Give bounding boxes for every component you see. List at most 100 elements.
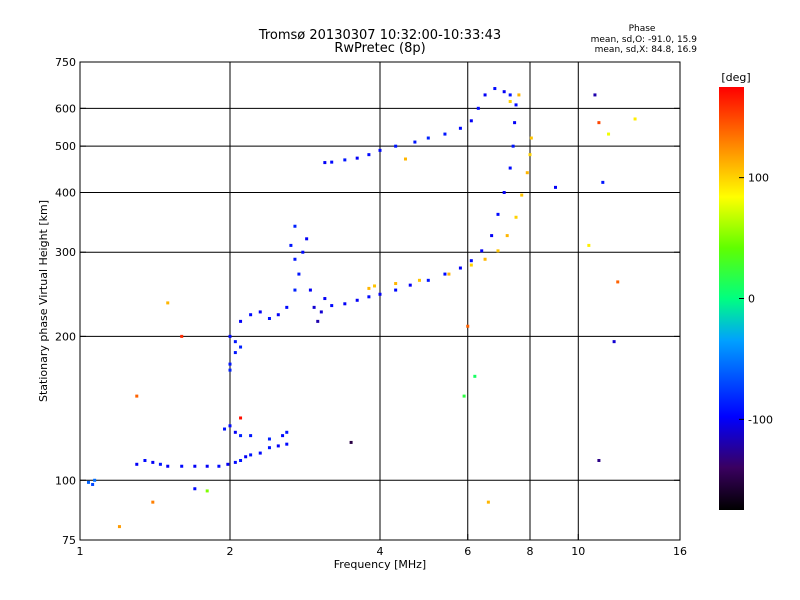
data-point (158, 462, 162, 466)
data-point (233, 340, 237, 344)
data-point (612, 340, 616, 344)
data-point (443, 272, 447, 276)
data-point (228, 334, 232, 338)
data-point (355, 156, 359, 160)
colorbar-ticks: 100 0 -100 (739, 172, 773, 426)
data-point (166, 301, 170, 305)
data-point (616, 280, 620, 284)
data-point (135, 394, 139, 398)
data-point (86, 480, 90, 484)
x-tick-label: 2 (227, 545, 234, 558)
data-point (305, 237, 309, 241)
data-point (239, 319, 243, 323)
y-axis-ticks: 75 100 200 300 400 500 600 750 (55, 56, 680, 547)
data-point (233, 351, 237, 355)
data-point (281, 434, 285, 438)
data-point (493, 87, 497, 91)
x-tick-label: 6 (464, 545, 471, 558)
data-point (458, 126, 462, 130)
data-point (343, 302, 347, 306)
y-axis-label: Stationary phase Virtual Height [km] (37, 200, 50, 402)
data-point (469, 119, 473, 123)
data-point (502, 90, 506, 94)
data-point (267, 316, 271, 320)
data-point (505, 234, 509, 238)
data-point (293, 257, 297, 261)
data-point (228, 424, 232, 428)
x-tick-label: 16 (673, 545, 687, 558)
data-point (607, 132, 611, 136)
data-point (193, 464, 197, 468)
data-point (367, 286, 371, 290)
data-point (93, 478, 97, 482)
data-point (462, 394, 466, 398)
data-point (587, 243, 591, 247)
data-point (193, 487, 197, 491)
data-point (285, 442, 289, 446)
data-point (508, 93, 512, 97)
phase-stats-heading: Phase (629, 24, 656, 34)
data-point (205, 464, 209, 468)
data-point (228, 368, 232, 372)
data-point (483, 93, 487, 97)
x-tick-label: 1 (77, 545, 84, 558)
data-point (239, 416, 243, 420)
data-point (426, 278, 430, 282)
colorbar-tick-label: -100 (748, 413, 773, 426)
data-point (378, 292, 382, 296)
data-points (86, 87, 637, 529)
grid-lines (80, 62, 680, 540)
data-point (486, 500, 490, 504)
data-point (319, 310, 323, 314)
chart-title: Tromsø 20130307 10:32:00-10:33:43 (258, 28, 501, 43)
data-point (528, 153, 532, 157)
data-point (258, 451, 262, 455)
data-point (249, 434, 253, 438)
data-point (276, 313, 280, 317)
data-point (413, 140, 417, 144)
data-point (597, 458, 601, 462)
data-point (513, 121, 517, 125)
data-point (417, 278, 421, 282)
y-tick-label: 400 (55, 186, 76, 199)
data-point (289, 243, 293, 247)
data-point (285, 430, 289, 434)
colorbar-tick-label: 100 (748, 172, 769, 185)
data-point (226, 462, 230, 466)
x-tick-label: 10 (571, 545, 585, 558)
data-point (223, 427, 227, 431)
data-point (293, 224, 297, 228)
data-point (529, 136, 533, 140)
data-point (117, 525, 121, 529)
y-tick-label: 200 (55, 330, 76, 343)
data-point (502, 190, 506, 194)
data-point (349, 440, 353, 444)
data-point (394, 288, 398, 292)
data-point (285, 305, 289, 309)
data-point (367, 295, 371, 299)
data-point (239, 345, 243, 349)
y-tick-label: 750 (55, 56, 76, 69)
data-point (593, 93, 597, 97)
data-point (469, 259, 473, 263)
data-point (355, 298, 359, 302)
data-point (267, 446, 271, 450)
data-point (633, 117, 637, 121)
data-point (151, 460, 155, 464)
x-tick-label: 8 (527, 545, 534, 558)
data-point (258, 310, 262, 314)
data-point (517, 93, 521, 97)
data-point (267, 437, 271, 441)
x-axis-ticks: 1 2 4 6 8 10 16 (77, 534, 687, 558)
data-point (466, 324, 470, 328)
data-point (525, 171, 529, 175)
x-axis-label: Frequency [MHz] (334, 558, 426, 571)
data-point (166, 464, 170, 468)
data-point (458, 266, 462, 270)
data-point (233, 430, 237, 434)
data-point (143, 458, 147, 462)
data-point (91, 482, 95, 486)
data-point (239, 434, 243, 438)
data-point (597, 121, 601, 125)
data-point (301, 250, 305, 254)
